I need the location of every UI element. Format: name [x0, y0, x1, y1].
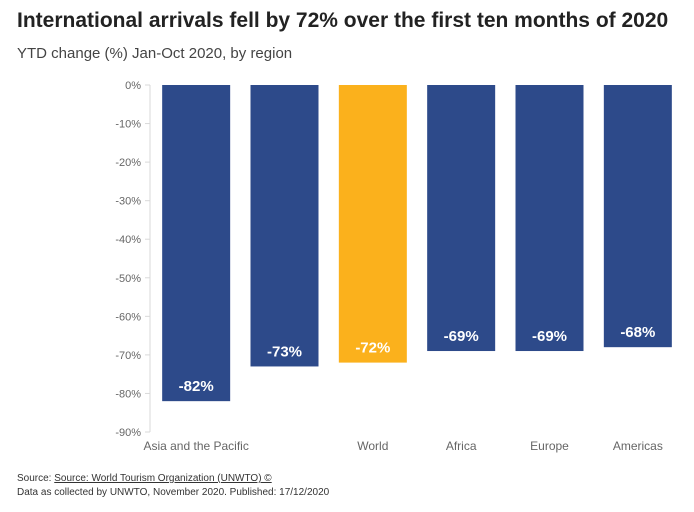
y-tick-label: -10% [115, 119, 141, 131]
bar [515, 85, 584, 352]
source-line: Source: Source: World Tourism Organizati… [17, 473, 272, 484]
data-label: -82% [179, 378, 214, 395]
bar [427, 85, 496, 352]
chart-subtitle: YTD change (%) Jan-Oct 2020, by region [17, 45, 293, 62]
y-tick-label: -20% [115, 157, 141, 169]
x-category-label: Europe [530, 439, 569, 453]
y-tick-label: -50% [115, 273, 141, 285]
data-label: -68% [620, 324, 655, 341]
bar-chart: 0% -10% -20% -30% -40% -50% -60% -70% -80% -90% -8… [115, 80, 672, 453]
source-prefix: Source: [17, 473, 52, 484]
y-tick-label: 0% [125, 80, 141, 92]
y-tick-label: -30% [115, 196, 141, 208]
x-category-label: Americas [613, 439, 663, 453]
bar [603, 85, 672, 348]
x-category-label: Africa [446, 439, 477, 453]
y-tick-label: -80% [115, 388, 141, 400]
y-tick-label: -60% [115, 311, 141, 323]
data-label: -69% [532, 328, 567, 345]
data-note: Data as collected by UNWTO, November 202… [17, 487, 330, 498]
bar [162, 85, 231, 402]
source-link[interactable]: Source: World Tourism Organization (UNWT… [54, 473, 272, 484]
bar [338, 85, 407, 363]
y-tick-label: -40% [115, 234, 141, 246]
chart-title: International arrivals fell by 72% over … [17, 9, 669, 32]
data-label: -72% [355, 340, 390, 357]
x-category-label: World [357, 439, 388, 453]
x-category-label: Asia and the Pacific [143, 439, 248, 453]
y-tick-label: -70% [115, 350, 141, 362]
data-label: -69% [444, 328, 479, 345]
bar [250, 85, 319, 367]
data-label: -73% [267, 343, 302, 360]
y-tick-label: -90% [115, 427, 141, 439]
